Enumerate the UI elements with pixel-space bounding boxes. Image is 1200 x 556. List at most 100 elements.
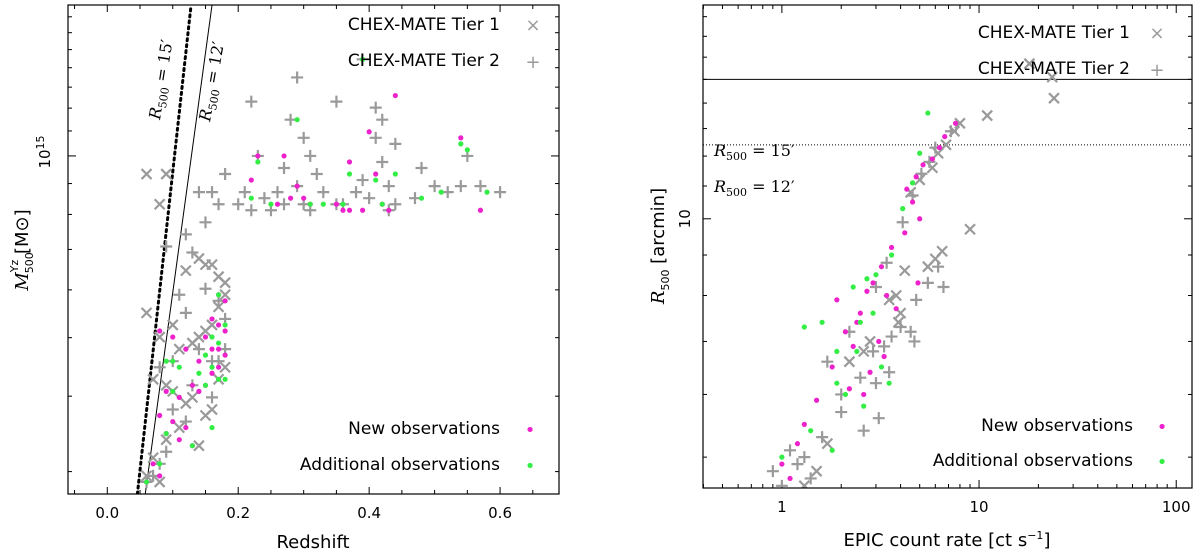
left-tier2-point <box>454 180 467 193</box>
left-tier2-point <box>474 180 487 193</box>
right-additional-obs-point <box>760 491 765 496</box>
left-tier2-point <box>160 240 173 253</box>
left-additional-obs-point <box>379 201 385 207</box>
left-additional-obs-point <box>196 370 202 376</box>
right-tier1-point <box>892 316 905 329</box>
right-legend-tier1: CHEX-MATE Tier 1 <box>978 23 1130 43</box>
right-additional-obs-point <box>819 319 825 325</box>
left-new-obs-point <box>157 473 163 479</box>
left-tier1-point <box>212 301 225 313</box>
left-xtick-label: 0.4 <box>357 504 381 522</box>
left-tier2-point <box>376 155 389 168</box>
right-ytick-label: 10 <box>676 209 694 228</box>
left-tier2-point <box>179 228 192 241</box>
right-new-obs-point <box>779 461 785 467</box>
left-tier1-point <box>193 439 205 452</box>
left-new-obs-point <box>209 316 215 322</box>
left-tier1-point <box>153 198 166 210</box>
right-tier2-point <box>766 465 779 478</box>
right-tier1-point <box>964 223 976 236</box>
right-tier2-point <box>816 431 829 444</box>
left-tier2-point <box>382 180 395 193</box>
right-additional-obs-point <box>857 319 863 325</box>
right-tier2-point <box>880 256 893 269</box>
left-new-obs-point <box>477 207 484 213</box>
right-new-obs-point <box>857 310 863 316</box>
left-tier2-point <box>389 137 402 150</box>
left-additional-obs-point <box>215 292 222 298</box>
left-additional-obs-point <box>294 117 300 123</box>
left-tier2-point <box>192 186 205 199</box>
right-additional-obs-point <box>870 310 876 316</box>
left-tier2-point <box>160 445 173 458</box>
left-additional-obs-point <box>392 171 398 177</box>
right-tier2-point <box>872 412 885 425</box>
left-new-obs-point <box>366 129 372 135</box>
left-tier1-point <box>140 307 153 319</box>
right-new-obs-point <box>787 475 793 482</box>
right-new-obs-point <box>893 306 899 312</box>
left-new-obs-point <box>392 92 398 99</box>
left-ytick-label: 1015 <box>34 135 54 168</box>
left-additional-obs-point <box>170 388 176 394</box>
left-additional-obs-point <box>170 358 176 364</box>
left-additional-obs-point <box>268 201 274 207</box>
left-additional-obs-point <box>143 479 150 485</box>
left-tier1-point <box>166 319 179 331</box>
left-new-obs-point <box>248 177 254 183</box>
left-tier2-point <box>179 306 192 319</box>
left-new-obs-point <box>346 207 353 213</box>
left-tier2-point <box>173 288 186 301</box>
left-tier1-point <box>153 476 166 488</box>
left-r500-15-annotation: R500 = 15′ <box>145 38 180 122</box>
left-legend-additional: Additional observations <box>300 455 500 475</box>
left-additional-obs-point <box>438 189 444 195</box>
left-new-obs-point <box>189 382 195 388</box>
left-tier2-point <box>494 186 507 199</box>
left-additional-obs-point <box>307 201 313 207</box>
right-tier2-point <box>885 330 898 343</box>
left-new-obs-point <box>170 334 176 340</box>
right-additional-obs-point <box>861 403 867 409</box>
right-new-obs-point <box>929 156 936 162</box>
left-tier2-point <box>232 198 245 211</box>
right-tier2-point <box>854 371 867 384</box>
left-tier2-point <box>245 95 258 108</box>
left-new-obs-point <box>196 358 202 364</box>
left-chart: 0.0 0.2 0.4 0.6 1015 Redshift M500Yz [M⊙… <box>8 4 560 553</box>
right-r500-12-annotation: R500 = 12′ <box>713 177 795 199</box>
left-new-obs-point <box>209 370 215 376</box>
left-additional-obs-point <box>248 195 254 201</box>
left-new-obs-point <box>281 153 287 159</box>
left-tier2-point <box>258 192 271 205</box>
left-legend-new-symbol: • <box>525 420 536 441</box>
left-tier2-point <box>291 71 304 84</box>
right-tier2-point <box>921 276 934 289</box>
left-tier2-point <box>278 162 291 174</box>
left-additional-obs-point <box>209 334 215 340</box>
right-additional-obs-point <box>917 150 923 156</box>
right-legend-tier1-symbol: × <box>1149 23 1164 44</box>
right-new-obs-point <box>829 364 835 370</box>
left-new-obs-point <box>458 135 464 141</box>
right-tier2-point <box>923 155 936 168</box>
right-new-obs-point <box>913 174 919 180</box>
left-tier1-point <box>173 421 186 434</box>
right-additional-obs-point <box>850 284 856 290</box>
left-new-obs-point <box>346 159 353 165</box>
right-new-obs-point <box>834 297 840 303</box>
left-new-obs-point <box>176 437 182 443</box>
right-tier2-point <box>798 451 811 464</box>
left-new-obs-point <box>215 364 222 370</box>
right-tier2-point <box>804 472 817 485</box>
right-tier1-point <box>864 335 876 348</box>
right-tier1-point <box>798 480 811 488</box>
left-additional-obs-point <box>464 147 470 153</box>
left-tier1-point <box>219 361 231 373</box>
left-tier1-point <box>140 470 153 482</box>
left-tier2-point <box>317 186 330 199</box>
right-new-obs-point <box>902 230 908 236</box>
right-tier2-point <box>904 325 917 338</box>
right-points <box>760 57 1060 496</box>
